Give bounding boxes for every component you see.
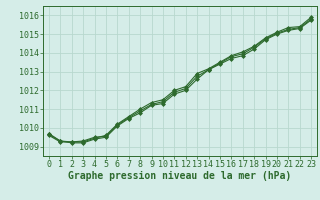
X-axis label: Graphe pression niveau de la mer (hPa): Graphe pression niveau de la mer (hPa) [68,171,292,181]
